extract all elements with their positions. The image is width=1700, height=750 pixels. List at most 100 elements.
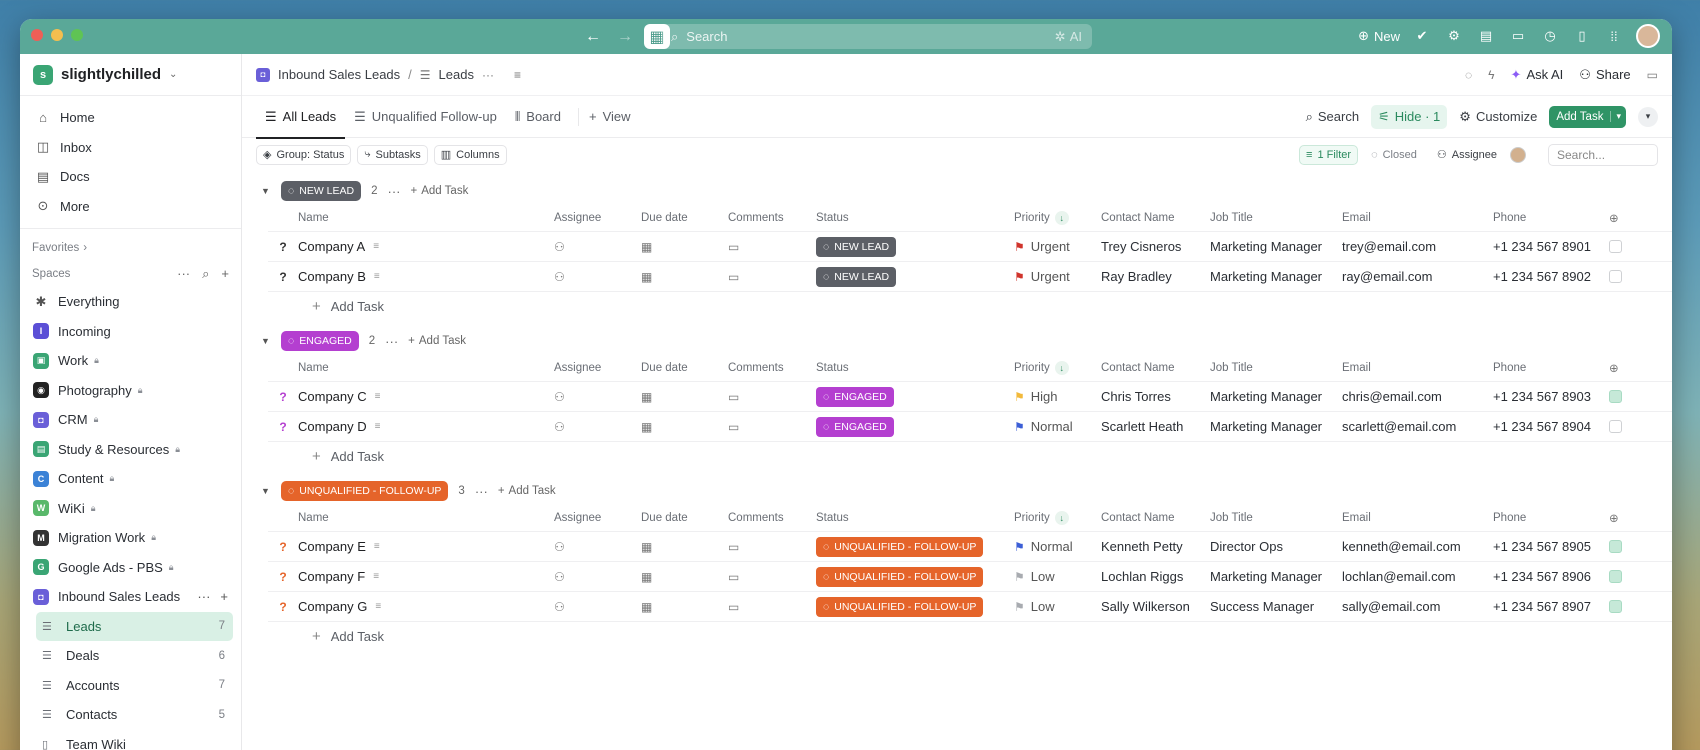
comment-icon[interactable]: ▭: [728, 269, 740, 284]
status-badge[interactable]: ◌ UNQUALIFIED - FOLLOW-UP: [816, 536, 984, 557]
due-date-icon[interactable]: ▦: [641, 239, 653, 254]
column-header[interactable]: Status: [816, 512, 1014, 524]
column-header[interactable]: Status: [816, 362, 1014, 374]
subtasks-chip[interactable]: ⤷ Subtasks: [357, 144, 428, 165]
job-title[interactable]: Director Ops: [1210, 539, 1283, 554]
job-title[interactable]: Marketing Manager: [1210, 239, 1322, 254]
row-checkbox[interactable]: [1609, 390, 1622, 403]
add-column-icon[interactable]: ⊕: [1609, 212, 1619, 225]
status-badge[interactable]: ◌ ENGAGED: [816, 416, 894, 437]
column-header[interactable]: Phone: [1493, 362, 1609, 374]
comment-icon[interactable]: ▭: [728, 599, 740, 614]
priority-cell[interactable]: ⚑ Low: [1014, 569, 1101, 584]
column-header[interactable]: Due date: [641, 362, 728, 374]
priority-cell[interactable]: ⚑ High: [1014, 389, 1101, 404]
status-badge[interactable]: ◌ NEW LEAD: [816, 266, 897, 287]
sidebar-space-item[interactable]: ◘ CRM 🔒︎: [20, 405, 241, 435]
table-row[interactable]: ? Company F ≡ ⚇ ▦ ▭ ◌ UNQUALIFIED - FOLLOW-UP ⚑ L…: [268, 561, 1672, 591]
email[interactable]: lochlan@email.com: [1342, 569, 1456, 584]
group-add-task-button[interactable]: + Add Task: [411, 185, 469, 197]
assignee-add-icon[interactable]: ⚇: [554, 539, 565, 554]
apps-grid-icon[interactable]: ⁞⁞: [1610, 28, 1618, 44]
task-name[interactable]: Company D: [298, 419, 367, 434]
task-name[interactable]: Company A: [298, 239, 366, 254]
assignee-add-icon[interactable]: ⚇: [554, 269, 565, 284]
breadcrumb-space[interactable]: Inbound Sales Leads: [278, 67, 401, 82]
more-dots-icon[interactable]: ···: [177, 266, 191, 281]
column-header[interactable]: Assignee: [554, 212, 641, 224]
tab-board[interactable]: ⫴ Board: [506, 96, 570, 138]
breadcrumb-list[interactable]: Leads: [438, 67, 474, 82]
email[interactable]: chris@email.com: [1342, 389, 1442, 404]
sort-arrow-icon[interactable]: ↓: [1054, 210, 1069, 225]
table-row[interactable]: ? Company G ≡ ⚇ ▦ ▭ ◌ UNQUALIFIED - FOLLOW-UP ⚑ L…: [268, 591, 1672, 621]
more-dots-icon[interactable]: ···: [474, 483, 488, 499]
task-name[interactable]: Company G: [298, 599, 368, 614]
task-name[interactable]: Company F: [298, 569, 366, 584]
sidebar-space-item[interactable]: W WiKi 🔒︎: [20, 494, 241, 524]
priority-cell[interactable]: ⚑ Normal: [1014, 539, 1101, 554]
collapse-caret-icon[interactable]: ▼: [261, 336, 270, 346]
column-header[interactable]: Contact Name: [1101, 362, 1210, 374]
more-dots-icon[interactable]: ···: [385, 333, 399, 349]
priority-cell[interactable]: ⚑ Low: [1014, 599, 1101, 614]
plus-icon[interactable]: +: [221, 266, 229, 281]
group-add-task-button[interactable]: + Add Task: [498, 485, 556, 497]
column-header[interactable]: Job Title: [1210, 212, 1342, 224]
user-avatar[interactable]: [1636, 24, 1660, 48]
sidebar-list-item[interactable]: ☰ Deals 6: [36, 641, 233, 671]
column-header[interactable]: Status: [816, 212, 1014, 224]
minimize-window-button[interactable]: [51, 29, 63, 41]
collapse-caret-icon[interactable]: ▼: [261, 186, 270, 196]
sort-arrow-icon[interactable]: ↓: [1054, 510, 1069, 525]
contact-name[interactable]: Lochlan Riggs: [1101, 569, 1184, 584]
status-badge[interactable]: ◌ UNQUALIFIED - FOLLOW-UP: [816, 566, 984, 587]
due-date-icon[interactable]: ▦: [641, 269, 653, 284]
collapse-caret-icon[interactable]: ▼: [261, 486, 270, 496]
sidebar-list-item[interactable]: ▯ Team Wiki: [36, 730, 233, 750]
contact-name[interactable]: Kenneth Petty: [1101, 539, 1183, 554]
column-header[interactable]: Name: [298, 362, 554, 374]
add-task-row[interactable]: + Add Task: [268, 441, 1672, 471]
workspace-switcher[interactable]: s slightlychilled ⌄: [20, 54, 241, 96]
column-header[interactable]: Phone: [1493, 212, 1609, 224]
email[interactable]: kenneth@email.com: [1342, 539, 1461, 554]
column-header[interactable]: Comments: [728, 512, 816, 524]
sidebar-item-more[interactable]: ⊙ More: [20, 192, 241, 222]
list-search-input[interactable]: Search...: [1548, 143, 1658, 166]
add-task-row[interactable]: + Add Task: [268, 291, 1672, 321]
due-date-icon[interactable]: ▦: [641, 389, 653, 404]
tab-unqualified-follow-up[interactable]: ☰ Unqualified Follow-up: [345, 96, 506, 138]
task-name[interactable]: Company E: [298, 539, 366, 554]
sort-arrow-icon[interactable]: ↓: [1054, 360, 1069, 375]
column-header[interactable]: Email: [1342, 512, 1493, 524]
columns-chip[interactable]: ▥ Columns: [433, 144, 507, 165]
status-badge[interactable]: ◌ ENGAGED: [816, 386, 894, 407]
document-icon[interactable]: ▯: [1578, 28, 1586, 43]
collapse-chevron-icon[interactable]: ▾: [1638, 106, 1658, 127]
job-title[interactable]: Marketing Manager: [1210, 419, 1322, 434]
job-title[interactable]: Marketing Manager: [1210, 569, 1322, 584]
table-row[interactable]: ? Company B ≡ ⚇ ▦ ▭ ◌ NEW LEAD ⚑ Urgent Ray Bradle…: [268, 261, 1672, 291]
add-view-button[interactable]: + View: [577, 107, 631, 126]
status-badge[interactable]: ◌ NEW LEAD: [816, 236, 897, 257]
contact-name[interactable]: Ray Bradley: [1101, 269, 1172, 284]
more-dots-icon[interactable]: ···: [481, 67, 494, 82]
column-header[interactable]: Priority ↓: [1014, 510, 1101, 525]
contact-name[interactable]: Trey Cisneros: [1101, 239, 1182, 254]
row-checkbox[interactable]: [1609, 270, 1622, 283]
column-header[interactable]: Name: [298, 212, 554, 224]
sidebar-space-item[interactable]: M Migration Work 🔒︎: [20, 523, 241, 553]
due-date-icon[interactable]: ▦: [641, 569, 653, 584]
phone[interactable]: +1 234 567 8906: [1493, 569, 1591, 584]
column-header[interactable]: Email: [1342, 362, 1493, 374]
add-column-icon[interactable]: ⊕: [1609, 512, 1619, 525]
column-header[interactable]: Assignee: [554, 512, 641, 524]
assignee-add-icon[interactable]: ⚇: [554, 239, 565, 254]
group-add-task-button[interactable]: + Add Task: [408, 335, 466, 347]
sidebar-item-docs[interactable]: ▤ Docs: [20, 162, 241, 192]
ai-badge[interactable]: ✲ AI: [1055, 29, 1082, 45]
column-header[interactable]: Assignee: [554, 362, 641, 374]
assignee-add-icon[interactable]: ⚇: [554, 569, 565, 584]
priority-cell[interactable]: ⚑ Urgent: [1014, 269, 1101, 284]
